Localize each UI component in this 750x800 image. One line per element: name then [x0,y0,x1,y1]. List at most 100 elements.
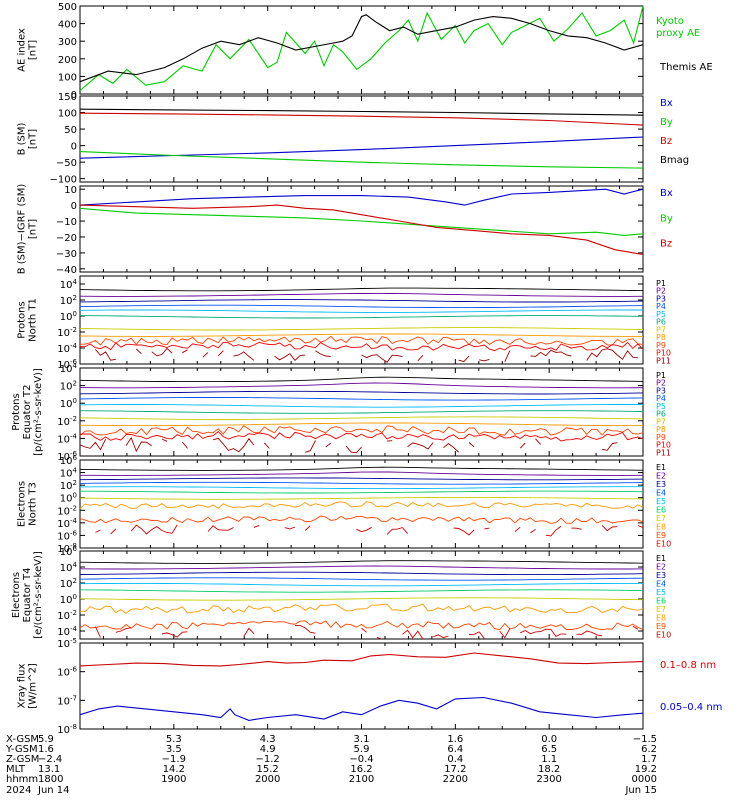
y-axis-label: B (SM)−IGRF (SM) [17,184,28,275]
y-axis-label: B (SM) [17,122,28,155]
footer-value: 2100 [349,774,374,785]
footer-value: 16.2 [350,764,372,775]
y-axis-label: North T3 [28,482,39,526]
legend-label: Bx [660,188,673,199]
channel-line-P5 [79,404,643,408]
channel-label-P11: P11 [656,448,671,457]
footer-value: 6.2 [641,744,657,755]
footer-value: Jun 14 [37,785,70,796]
y-tick-label: 106 [60,454,78,467]
y-tick-label: 10-6 [57,666,77,679]
y-axis-label: [nT] [28,219,39,239]
y-axis-label: Equator T4 [22,568,33,623]
channel-line-P5 [79,309,643,313]
y-tick-label: 500 [58,2,77,13]
legend-label: proxy AE [656,28,700,39]
channel-label-P5: P5 [656,310,666,319]
y-tick-label: 102 [60,294,77,307]
y-tick-label: 10-6 [57,529,77,542]
footer-value: 15.2 [257,764,279,775]
footer-value: 4.3 [260,734,276,745]
channel-line-E5 [79,486,643,490]
channel-line-P2 [79,292,644,297]
series-line-0-1-0-8-nm [79,652,644,667]
y-tick-label: −50 [56,158,77,169]
footer-value: 0000 [632,774,657,785]
legend-label: By [660,213,673,224]
channel-label-E2: E2 [656,563,666,572]
footer-value: 13.1 [38,764,60,775]
footer-value: −1.2 [256,754,280,765]
channel-line-E3 [79,477,644,481]
series-line-Bz [79,112,644,126]
footer-value: 1.6 [38,744,54,755]
y-axis-label: Protons [11,393,22,430]
footer-value: 1800 [38,774,63,785]
channel-line-E3 [79,571,644,576]
y-tick-label: 102 [60,577,77,590]
panel-8: 10-5 10-6 10-7 10-8 Xray flux [W/m^2] 0.1–0.8 … [17,637,723,736]
y-axis-label: Electrons [17,481,28,527]
footer-value: 5.3 [166,734,182,745]
channel-label-E10: E10 [656,540,671,549]
channel-line-P8 [79,333,643,337]
y-tick-label: 0 [71,201,77,212]
y-axis-label: [p/(cm²-s-sr-keV)] [33,368,44,456]
y-axis-label: Protons [17,301,28,338]
footer-row-label: 2024 [6,785,31,796]
y-tick-label: 102 [60,380,77,393]
y-tick-label: −20 [56,233,77,244]
channel-line-P8 [79,422,643,427]
channel-label-E4: E4 [656,489,666,498]
y-tick-label: 106 [60,545,78,558]
channel-label-E9: E9 [656,622,666,631]
series-line-Bmag [79,108,644,116]
channel-line-P11 [95,347,638,363]
footer-value: 14.2 [163,764,185,775]
legend-label: 0.05–0.4 nm [660,702,722,713]
footer-value: 17.2 [444,764,466,775]
channel-line-P9 [80,335,644,346]
series-line-Themis-AE [79,14,644,83]
legend-label: By [660,117,673,128]
channel-label-E8: E8 [656,614,666,623]
y-axis-label: [nT] [28,40,39,60]
channel-label-E3: E3 [656,480,666,489]
y-tick-label: 100 [60,492,77,505]
channel-line-E2 [79,565,644,570]
channel-label-P7: P7 [656,417,666,426]
channel-label-E4: E4 [656,580,666,589]
y-tick-label: 100 [60,310,77,323]
footer-value: 1.1 [541,754,557,765]
channel-label-P3: P3 [656,386,666,395]
channel-line-E1 [79,560,644,564]
channel-label-P9: P9 [656,341,666,350]
channel-line-E2 [80,471,644,476]
y-tick-label: 10-2 [57,415,77,428]
channel-line-E4 [79,481,644,485]
y-tick-label: 0 [71,90,77,101]
y-tick-label: 10-4 [57,517,77,530]
y-tick-label: 10-5 [57,637,77,650]
y-tick-label: 100 [60,397,77,410]
panel-frame [79,642,644,730]
y-axis-label: Equator T2 [22,385,33,440]
channel-line-E6 [80,490,644,494]
y-tick-label: 10-2 [57,609,77,622]
panel-2: 150 100 50 0 −50 −100 B (SM) [nT] Bx By Bz Bmag [17,92,690,186]
channel-label-P9: P9 [656,433,666,442]
footer-row-label: hhmm [6,774,38,785]
channel-label-P10: P10 [656,349,671,358]
y-tick-label: 100 [58,109,77,120]
channel-line-E9 [79,620,644,631]
channel-label-P6: P6 [656,410,666,419]
panel-frame [79,95,644,183]
channel-line-P1 [79,287,644,292]
series-line-Bz [79,204,644,256]
channel-line-E7 [79,597,644,601]
channel-label-P8: P8 [656,333,666,342]
series-line-By [79,207,644,236]
